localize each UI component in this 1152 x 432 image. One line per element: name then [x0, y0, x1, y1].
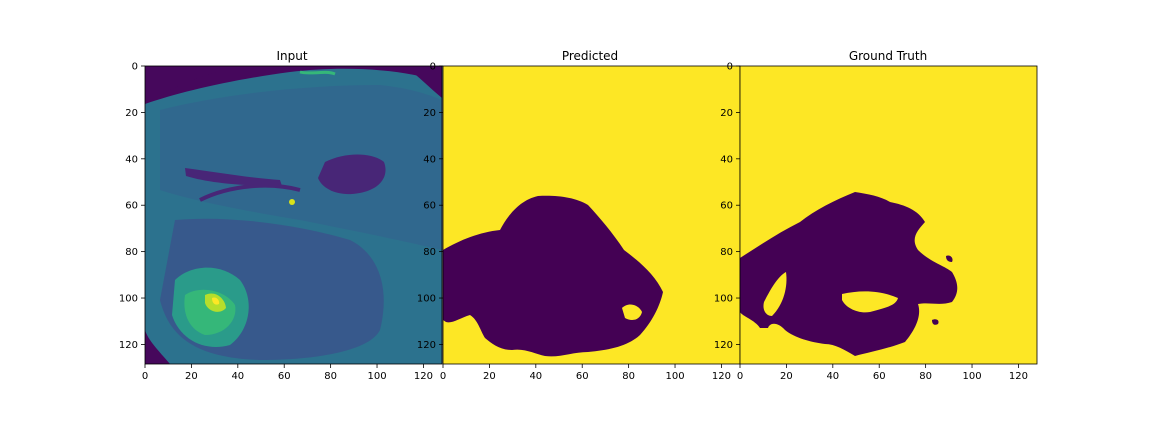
y-tick-label: 80 — [125, 247, 138, 258]
panel-title-ground-truth: Ground Truth — [849, 49, 927, 63]
x-tick-label: 60 — [278, 371, 291, 382]
x-tick-label: 60 — [576, 371, 589, 382]
x-tick-label: 120 — [1009, 371, 1028, 382]
panel-title-predicted: Predicted — [562, 49, 618, 63]
x-tick-label: 40 — [826, 371, 839, 382]
x-tick-label: 0 — [440, 371, 446, 382]
panel-ground-truth: Ground Truth — [739, 49, 1038, 365]
x-tick-label: 80 — [324, 371, 337, 382]
x-tick-label: 100 — [367, 371, 386, 382]
x-tick-label: 20 — [780, 371, 793, 382]
predicted-mask — [443, 66, 740, 364]
x-tick-label: 120 — [712, 371, 731, 382]
y-tick-label: 40 — [423, 154, 436, 165]
y-tick-label: 120 — [119, 340, 138, 351]
y-tick-label: 60 — [720, 201, 733, 212]
panel-predicted: Predicted — [442, 49, 741, 365]
x-tick-label: 0 — [142, 371, 148, 382]
x-tick-label: 20 — [483, 371, 496, 382]
x-tick-label: 100 — [665, 371, 684, 382]
y-tick-label: 100 — [119, 294, 138, 305]
y-tick-label: 100 — [714, 294, 733, 305]
x-tick-label: 80 — [622, 371, 635, 382]
x-tick-label: 40 — [231, 371, 244, 382]
y-tick-label: 0 — [727, 62, 733, 73]
x-tick-label: 120 — [414, 371, 433, 382]
y-tick-label: 80 — [720, 247, 733, 258]
y-tick-label: 60 — [423, 201, 436, 212]
y-tick-label: 120 — [417, 340, 436, 351]
x-tick-label: 80 — [919, 371, 932, 382]
y-tick-label: 60 — [125, 201, 138, 212]
y-tick-label: 100 — [417, 294, 436, 305]
y-tick-label: 120 — [714, 340, 733, 351]
axis-ticks: 0 20 40 60 80 100 120 0 20 40 60 80 100 120 0 20 40 60 80 1… — [119, 62, 1028, 383]
y-tick-label: 0 — [132, 62, 138, 73]
x-tick-label: 0 — [737, 371, 743, 382]
y-tick-label: 20 — [125, 108, 138, 119]
panel-title-input: Input — [276, 49, 307, 63]
y-tick-label: 40 — [720, 154, 733, 165]
y-tick-label: 20 — [720, 108, 733, 119]
panel-input: Input — [144, 49, 443, 365]
x-tick-label: 20 — [185, 371, 198, 382]
x-tick-label: 100 — [962, 371, 981, 382]
y-tick-label: 40 — [125, 154, 138, 165]
mri-image — [145, 66, 442, 364]
y-tick-label: 80 — [423, 247, 436, 258]
ground-truth-mask — [740, 66, 1037, 364]
y-tick-label: 0 — [430, 62, 436, 73]
x-tick-label: 40 — [529, 371, 542, 382]
y-tick-label: 20 — [423, 108, 436, 119]
x-tick-label: 60 — [873, 371, 886, 382]
